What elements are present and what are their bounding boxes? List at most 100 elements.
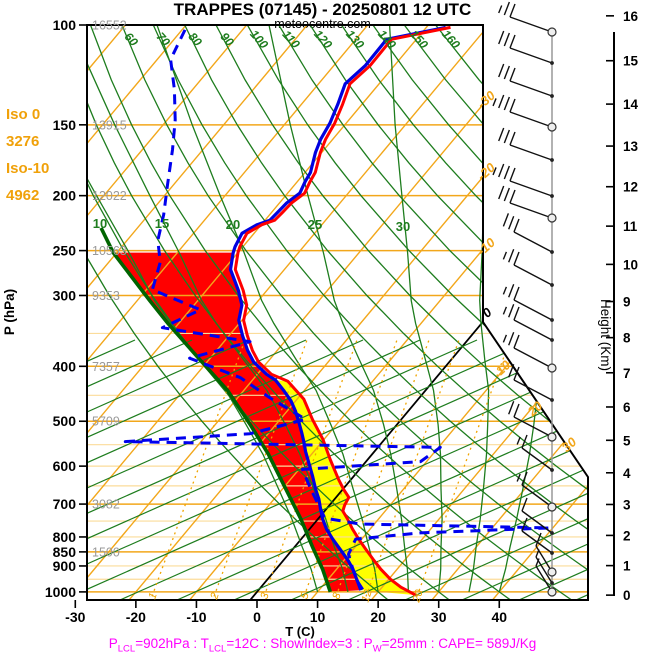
station-circle-marker — [547, 587, 557, 597]
moist-adiabat-label: 25 — [308, 217, 322, 232]
station-dot-marker — [550, 468, 554, 472]
station-dot-marker — [550, 581, 554, 585]
wind-barb — [498, 63, 554, 98]
temp-axis-title: T (C) — [285, 624, 315, 639]
height-tick-label: 10 — [623, 257, 638, 272]
iso0-label: Iso 0 — [6, 106, 41, 123]
height-m-label: 12022 — [92, 189, 127, 203]
iso0-height: 3276 — [6, 133, 40, 150]
station-dot-marker — [550, 531, 554, 535]
wind-barb — [502, 248, 554, 287]
temp-tick-label: 10 — [310, 609, 326, 625]
plot-frame — [86, 24, 589, 601]
isotherm-edge-label: -30 — [474, 87, 499, 111]
moist-adiabat-label: 20 — [226, 217, 240, 232]
iso-10-height: 4962 — [6, 187, 40, 204]
mixing-ratio-label: 2 — [208, 591, 222, 601]
pressure-tick-label: 1000 — [45, 584, 76, 600]
height-tick-label: 15 — [623, 54, 639, 69]
idx-t-sub: LCL — [208, 643, 227, 655]
station-dot-marker — [550, 338, 554, 342]
temperature-axis: -30 -20 -10 0 10 20 30 40 T (C) — [65, 600, 507, 639]
height-m-label: 16552 — [92, 19, 127, 33]
pressure-tick-label: 250 — [53, 243, 77, 259]
moist-adiabat-label: 10 — [93, 216, 107, 231]
wind-barb — [516, 434, 554, 472]
temp-tick-label: 20 — [370, 609, 386, 625]
wind-barb — [498, 185, 557, 223]
height-tick-label: 0 — [623, 588, 631, 603]
station-dot-marker — [550, 194, 554, 198]
height-tick-label: 6 — [623, 400, 631, 415]
height-m-label: 1500 — [92, 545, 120, 559]
dry-adiabat-label: 120 — [311, 27, 335, 51]
isotherm-edge-label: 20 — [524, 398, 546, 420]
station-circle-marker — [547, 432, 557, 442]
station-dot-marker — [550, 158, 554, 162]
idx-plcl: =902hPa : T — [135, 636, 209, 651]
wind-barb — [502, 303, 554, 342]
wind-barb — [498, 1, 557, 37]
station-circle-marker — [547, 363, 557, 373]
temp-tick-label: 40 — [491, 609, 507, 625]
height-tick-label: 2 — [623, 528, 631, 543]
cape-area — [113, 252, 361, 592]
pressure-tick-label: 300 — [53, 287, 77, 303]
pressure-tick-label: 100 — [53, 17, 77, 33]
page-title: TRAPPES (07145) - 20250801 12 UTC — [173, 0, 472, 19]
idx-p: P — [108, 636, 118, 651]
height-tick-label: 8 — [623, 331, 631, 346]
plot-area — [87, 25, 588, 600]
temp-tick-label: 30 — [431, 609, 447, 625]
height-tick-label: 13 — [623, 139, 639, 154]
virtual-temp-curve — [228, 25, 447, 591]
station-circle-marker — [547, 213, 557, 223]
height-tick-label: 12 — [623, 180, 638, 195]
wind-barb — [535, 558, 557, 597]
wind-barb — [508, 363, 554, 402]
pressure-tick-label: 850 — [53, 544, 77, 560]
dry-adiabat-label: 160 — [439, 27, 463, 51]
height-m-label: 7357 — [92, 360, 120, 374]
stability-indices: PLCL=902hPa : TLCL=12C : ShowIndex=3 : P… — [0, 636, 645, 655]
height-tick-label: 1 — [623, 559, 631, 574]
wind-barb — [521, 497, 554, 535]
height-value-labels: 16552 13915 12022 10563 9353 7357 5709 3082 1500 — [92, 19, 127, 560]
pressure-tick-label: 500 — [53, 413, 77, 429]
temp-tick-label: 0 — [253, 609, 261, 625]
height-tick-label: 11 — [623, 219, 638, 234]
isotherm-edge-label: 10 — [493, 357, 514, 378]
station-dot-marker — [550, 250, 554, 254]
pressure-tick-label: 150 — [53, 117, 77, 133]
wind-barb-column — [492, 1, 557, 597]
height-tick-label: 14 — [623, 97, 639, 112]
wind-barb — [502, 331, 557, 373]
pressure-tick-label: 900 — [53, 558, 77, 574]
station-circle-marker — [547, 122, 557, 132]
mixing-ratio-label: 5 — [298, 590, 312, 600]
station-dot-marker — [550, 283, 554, 287]
pressure-axis-title: P (hPa) — [2, 289, 17, 335]
station-circle-marker — [547, 502, 557, 512]
pressure-tick-label: 400 — [53, 358, 77, 374]
mixing-ratio-label: 3 — [258, 590, 272, 600]
temp-tick-label: -30 — [65, 609, 85, 625]
height-m-label: 5709 — [92, 415, 120, 429]
height-tick-label: 9 — [623, 295, 631, 310]
station-dot-marker — [550, 318, 554, 322]
idx-p-sub: LCL — [117, 643, 136, 655]
moist-adiabat-label: 30 — [396, 219, 410, 234]
height-tick-label: 5 — [623, 433, 631, 448]
temp-tick-label: -10 — [186, 609, 206, 625]
wind-barb — [498, 127, 554, 162]
wind-barb — [492, 94, 557, 132]
height-tick-label: 7 — [623, 366, 631, 381]
wind-barb — [492, 163, 554, 198]
station-dot-marker — [550, 61, 554, 65]
station-circle-marker — [547, 27, 557, 37]
pressure-tick-label: 200 — [53, 188, 77, 204]
